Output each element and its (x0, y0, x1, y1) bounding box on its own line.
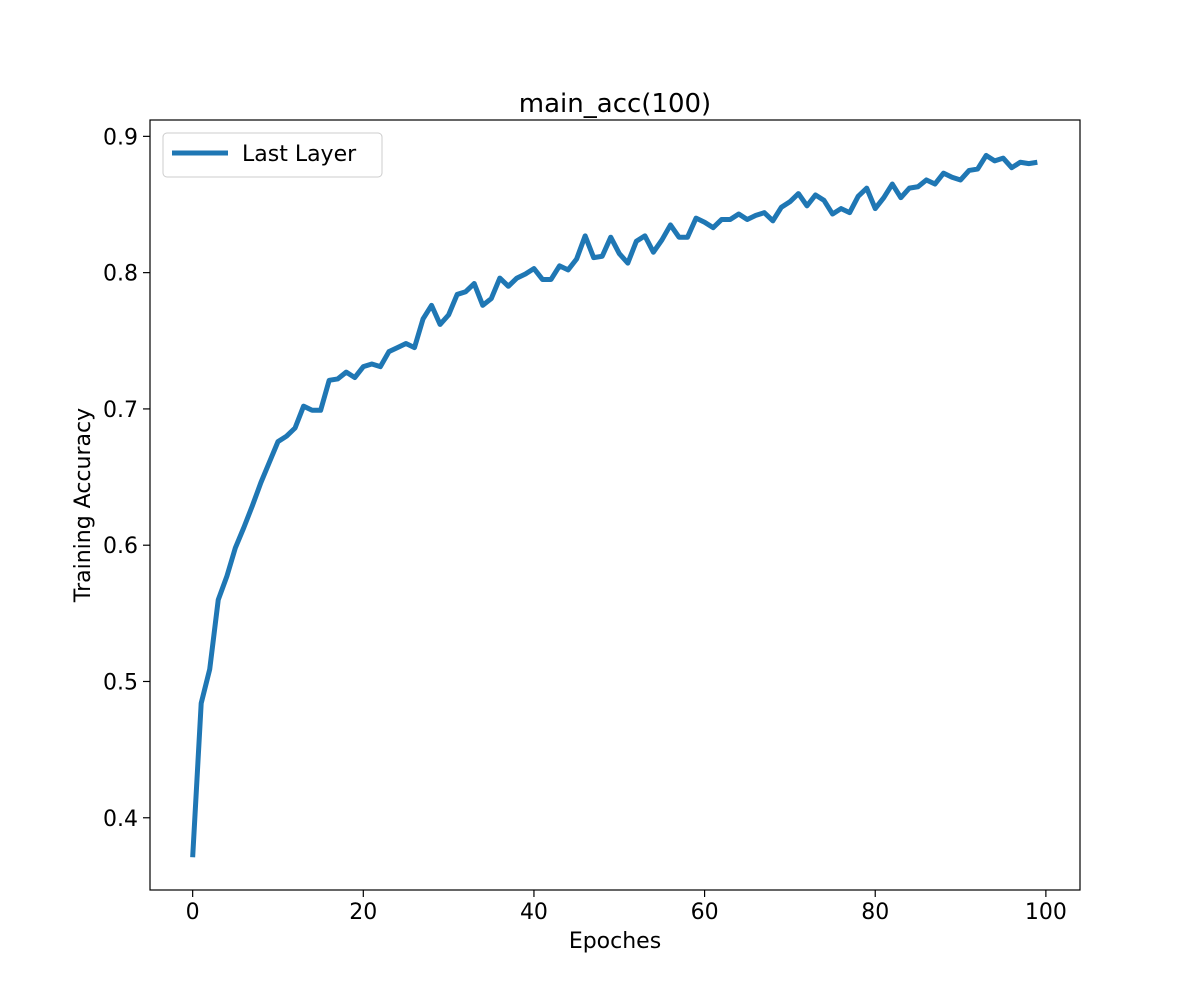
y-axis-ticks: 0.4 0.5 0.6 0.7 0.8 0.9 (103, 125, 150, 832)
x-tick-label: 100 (1025, 900, 1067, 925)
x-tick-label: 20 (349, 900, 377, 925)
plot-area (149, 119, 1081, 891)
x-axis-label: Epoches (569, 929, 661, 954)
series-line-0 (190, 152, 1038, 858)
y-tick-label: 0.9 (103, 125, 138, 150)
y-tick-label: 0.4 (103, 807, 138, 832)
x-tick-label: 40 (520, 900, 548, 925)
y-tick-label: 0.5 (103, 670, 138, 695)
legend-box (162, 132, 383, 178)
y-tick-label: 0.6 (103, 534, 138, 559)
y-axis-label: Training Accuracy (71, 408, 96, 603)
x-axis-ticks: 0 20 40 60 80 100 (186, 890, 1067, 925)
y-tick-label: 0.8 (103, 262, 138, 287)
axes-frame (149, 119, 1081, 891)
chart-title: main_acc(100) (519, 89, 711, 119)
x-tick-label: 0 (186, 900, 200, 925)
legend-label-last-layer: Last Layer (242, 142, 357, 167)
y-tick-label: 0.7 (103, 398, 138, 423)
x-tick-label: 60 (691, 900, 719, 925)
x-tick-label: 80 (861, 900, 889, 925)
series-layer (190, 152, 1038, 858)
legend: Last Layer (162, 132, 383, 178)
